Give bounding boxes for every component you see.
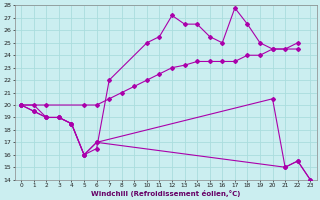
X-axis label: Windchill (Refroidissement éolien,°C): Windchill (Refroidissement éolien,°C) <box>91 190 240 197</box>
